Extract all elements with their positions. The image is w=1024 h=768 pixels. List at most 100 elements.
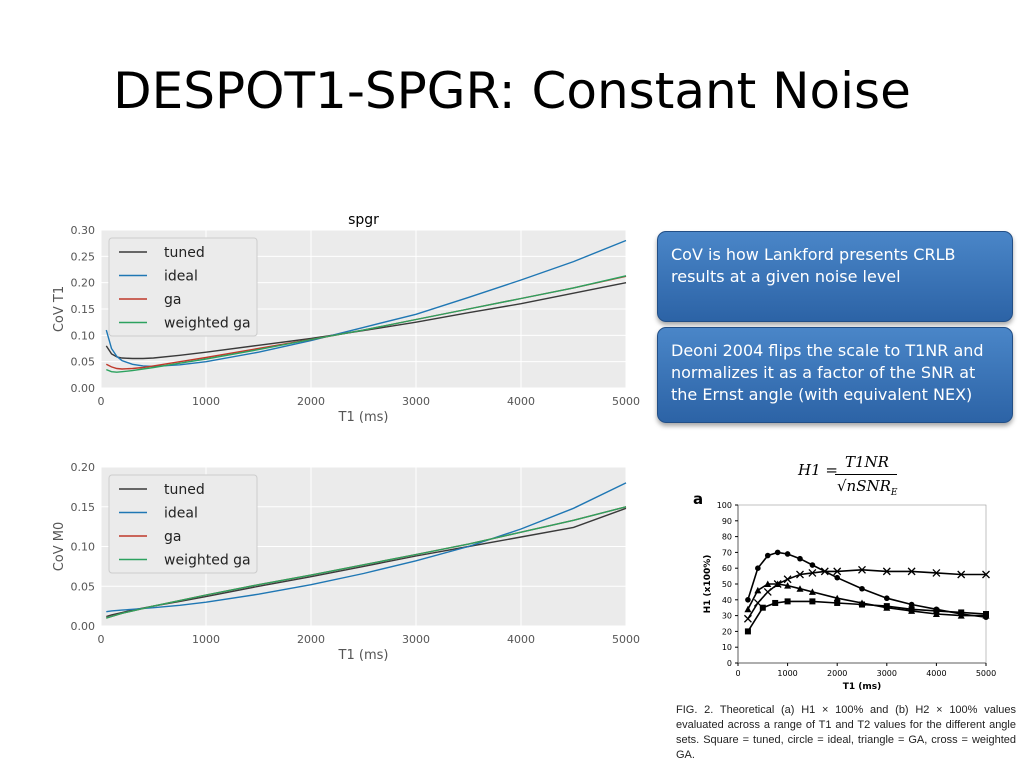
formula-denominator-sub: E (890, 488, 898, 498)
marker-triangle (754, 586, 762, 594)
marker-triangle (858, 599, 866, 606)
marker-cross (743, 614, 752, 623)
y-tick-label: 0.20 (71, 461, 96, 474)
marker-circle (797, 555, 803, 562)
y-tick-label: 0.10 (71, 541, 96, 554)
y-tick-label: 70 (722, 548, 732, 557)
marker-cross (773, 580, 782, 588)
marker-cross (907, 567, 916, 576)
x-tick-label: 5000 (612, 395, 640, 408)
marker-cross (783, 575, 792, 584)
y-tick-label: 90 (722, 517, 732, 526)
x-tick-label: 3000 (402, 633, 430, 646)
marker-circle (859, 585, 865, 592)
y-tick-label: 0.00 (71, 382, 96, 395)
marker-triangle (796, 585, 804, 592)
marker-square (809, 598, 816, 605)
slide-title: DESPOT1-SPGR: Constant Noise (113, 62, 911, 120)
y-tick-label: 20 (722, 627, 732, 636)
y-tick-label: 100 (717, 501, 732, 510)
formula-lhs: H1 = (798, 461, 838, 479)
x-tick-label: 0 (735, 669, 740, 678)
marker-circle (755, 565, 761, 571)
y-tick-label: 80 (722, 533, 732, 542)
y-tick-label: 0.00 (71, 620, 96, 633)
y-tick-label: 0.20 (71, 277, 96, 290)
y-tick-label: 0.15 (71, 501, 96, 514)
y-tick-label: 50 (722, 580, 732, 589)
y-tick-label: 0.30 (71, 224, 96, 237)
marker-cross (763, 587, 772, 596)
marker-cross (882, 567, 891, 576)
callout-cov-note: CoV is how Lankford presents CRLB result… (657, 231, 1013, 322)
y-tick-label: 30 (722, 612, 732, 621)
marker-triangle (932, 610, 940, 618)
y-tick-label: 0.25 (71, 250, 96, 263)
x-tick-label: 0 (98, 633, 105, 646)
series-line-weighted-ga (106, 506, 627, 619)
series-line-ideal (105, 239, 627, 368)
chart-cov-t1: 0 1000 2000 3000 4000 5000 0.00 0.05 0.10 0.15 0.2… (52, 212, 640, 425)
marker-square (834, 599, 841, 606)
x-tick-label: 1000 (192, 633, 220, 646)
marker-cross (833, 567, 842, 576)
series-line-weighted-ga (106, 275, 627, 373)
marker-triangle (883, 604, 891, 611)
x-tick-label: 2000 (297, 395, 325, 408)
series-line-ideal (106, 482, 627, 613)
series-line-tuned (747, 600, 987, 632)
y-tick-label: 40 (722, 596, 732, 605)
y-tick-label: 0.10 (71, 329, 96, 342)
figure-caption: FIG. 2. Theoretical (a) H1 × 100% and (b… (676, 704, 1016, 761)
x-tick-label: 4000 (926, 669, 946, 678)
series-line-tuned (106, 507, 627, 618)
marker-circle (784, 551, 791, 557)
y-axis-label: CoV T1 (52, 286, 67, 332)
x-tick-label: 5000 (612, 633, 640, 646)
marker-triangle (833, 594, 841, 602)
marker-cross (808, 568, 817, 577)
y-tick-label: 10 (722, 643, 732, 652)
y-axis-label: CoV M0 (52, 522, 67, 572)
marker-triangle (808, 588, 816, 595)
x-tick-label: 1000 (777, 669, 797, 678)
y-axis-label: H1 (x100%) (703, 555, 713, 614)
marker-circle (774, 549, 781, 556)
legend-entry: ga (164, 292, 181, 308)
chart-cov-m0: 0 1000 2000 3000 4000 5000 0.00 0.05 0.10 0.15 0.2… (52, 461, 640, 663)
x-tick-label: 4000 (507, 633, 535, 646)
marker-square (759, 604, 766, 611)
marker-cross (982, 570, 990, 579)
y-tick-label: 0.05 (71, 356, 96, 369)
marker-cross (753, 599, 762, 607)
x-tick-label: 4000 (507, 395, 535, 408)
x-tick-label: 0 (98, 395, 105, 408)
legend-entry: tuned (164, 245, 205, 261)
marker-triangle (784, 582, 792, 589)
x-tick-label: 3000 (402, 395, 430, 408)
legend-entry: ideal (164, 269, 198, 285)
x-tick-label: 5000 (976, 669, 996, 678)
y-tick-label: 0.05 (71, 580, 96, 593)
legend-entry: ga (164, 529, 181, 545)
series-line-tuned (105, 282, 627, 360)
marker-square (784, 598, 791, 605)
x-axis-label: T1 (ms) (843, 682, 882, 692)
marker-triangle (764, 580, 772, 587)
marker-circle (809, 562, 816, 568)
marker-cross (820, 567, 829, 576)
y-tick-label: 60 (722, 564, 732, 573)
x-tick-label: 1000 (192, 395, 220, 408)
marker-circle (834, 574, 840, 581)
legend-entry: weighted ga (164, 316, 251, 332)
y-tick-label: 0.15 (71, 303, 96, 316)
formula-denominator-main: √nSNR (837, 477, 891, 495)
x-axis-label: T1 (ms) (338, 410, 389, 425)
marker-circle (745, 597, 751, 603)
marker-square (772, 599, 779, 606)
chart-title: spgr (348, 212, 379, 228)
marker-cross (957, 570, 966, 579)
panel-label: a (693, 490, 703, 508)
formula-numerator: T1NR (845, 453, 889, 471)
marker-circle (933, 606, 940, 613)
